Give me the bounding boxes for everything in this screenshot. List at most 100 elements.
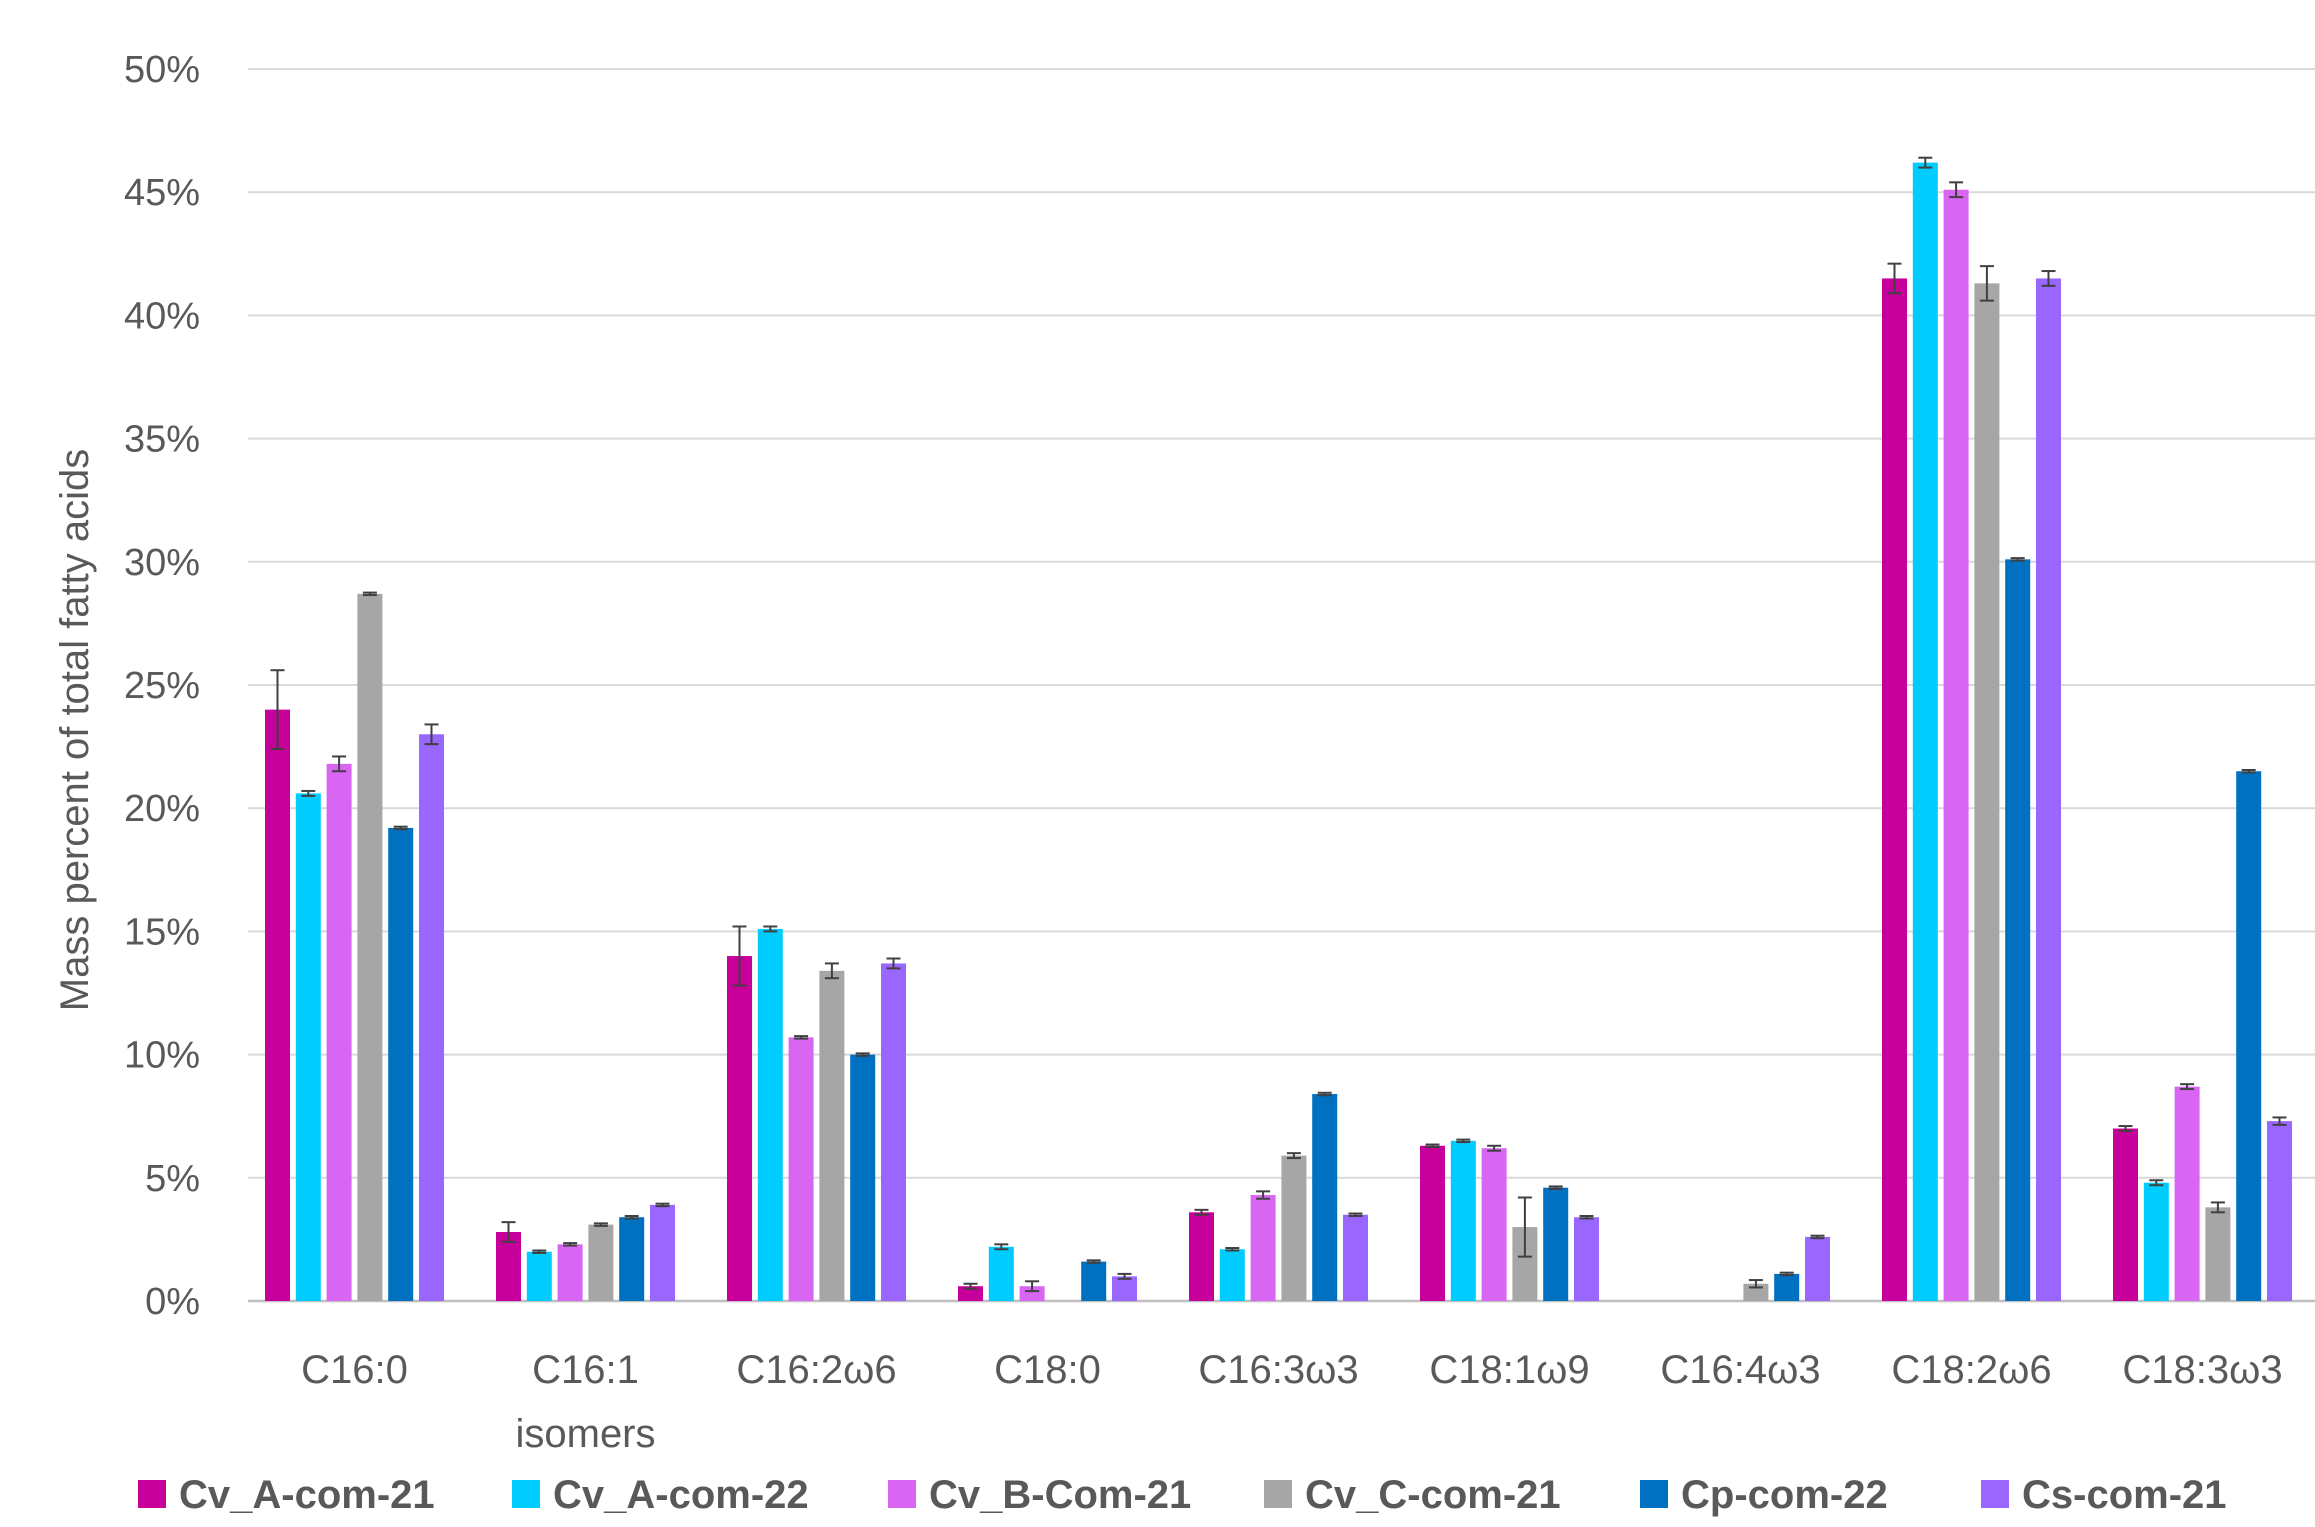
error-bar (1548, 1185, 1563, 1190)
error-bar (501, 1221, 516, 1243)
error-bar (2010, 557, 2025, 562)
category-label: C16:4ω3 (1660, 1348, 1820, 1392)
error-bar (393, 825, 408, 831)
bar-cv-a-com-21 (1882, 278, 1907, 1301)
bar-cv-b-com-21 (1250, 1195, 1276, 1301)
error-bar (2041, 270, 2056, 287)
y-axis-title: Mass percent of total fatty acids (53, 449, 97, 1011)
y-tick-label: 15% (124, 911, 200, 953)
y-tick-labels: 0% 5% 10% 15% 20% 25% 30% 35% 40% 45% 50% (124, 49, 200, 1323)
bar-cv-a-com-21 (1420, 1145, 1445, 1301)
bar-cv-b-com-21 (1943, 189, 1969, 1302)
error-bar (824, 962, 839, 980)
bar-cv-b-com-21 (557, 1244, 583, 1301)
error-bar (1194, 1208, 1209, 1216)
bars (265, 162, 2292, 1302)
bar-cp-com-22 (1081, 1261, 1107, 1301)
bar-cs-com-21 (419, 734, 444, 1301)
error-bar (362, 591, 377, 597)
error-bar (994, 1243, 1009, 1251)
error-bar (855, 1052, 870, 1057)
gridlines (248, 68, 2315, 1303)
bar-cp-com-22 (1774, 1273, 1800, 1301)
legend-swatch (138, 1480, 166, 1508)
bar-cv-a-com-21 (265, 709, 290, 1301)
error-bar (963, 1282, 978, 1290)
error-bar (763, 925, 778, 933)
error-bar (532, 1249, 547, 1254)
error-bar (270, 669, 285, 751)
error-bar (301, 789, 316, 797)
error-bar (886, 957, 901, 970)
y-tick-label: 40% (124, 295, 200, 337)
bar-cs-com-21 (1574, 1217, 1599, 1301)
legend-label: Cv_A-com-22 (553, 1473, 809, 1517)
error-bar (732, 925, 747, 987)
legend-swatch (1640, 1480, 1668, 1508)
error-bar (1286, 1152, 1301, 1160)
category-label: C16:1 (532, 1348, 639, 1392)
legend-item: Cs-com-21 (1981, 1473, 2227, 1517)
bar-cv-a-com-21 (1189, 1212, 1214, 1301)
error-bar (593, 1222, 608, 1227)
bar-cv-c-com-21 (2205, 1207, 2231, 1301)
legend-swatch (1264, 1480, 1292, 1508)
error-bar (624, 1214, 639, 1220)
category-label: C18:2ω6 (1891, 1348, 2051, 1392)
error-bar (1779, 1271, 1794, 1277)
legend-item: Cv_B-Com-21 (888, 1473, 1191, 1517)
legend-label: Cv_B-Com-21 (929, 1473, 1191, 1517)
bar-cv-a-com-21 (958, 1286, 983, 1301)
error-bar (332, 755, 347, 773)
bar-cs-com-21 (2036, 278, 2061, 1301)
error-bar (563, 1242, 578, 1247)
y-tick-label: 45% (124, 172, 200, 214)
error-bar (1425, 1143, 1440, 1148)
bar-cv-a-com-21 (2113, 1128, 2138, 1301)
error-bar (2149, 1179, 2164, 1187)
legend-label: Cv_C-com-21 (1305, 1473, 1561, 1517)
bar-cs-com-21 (650, 1204, 675, 1301)
error-bar (2180, 1083, 2195, 1091)
bar-cv-c-com-21 (588, 1224, 614, 1301)
y-tick-label: 25% (124, 665, 200, 707)
y-tick-label: 50% (124, 49, 200, 91)
bar-cv-a-com-22 (1912, 162, 1938, 1302)
category-labels: C16:0 C16:1 isomers C16:2ω6 C18:0 C16:3ω3 C18:… (301, 1348, 2282, 1456)
category-label: C18:0 (994, 1348, 1101, 1392)
error-bar (655, 1202, 670, 1208)
error-bars (270, 156, 2287, 1293)
bar-cv-c-com-21 (357, 593, 383, 1301)
bar-cv-c-com-21 (1974, 283, 2000, 1301)
bar-cs-com-21 (1343, 1214, 1368, 1301)
legend-swatch (512, 1480, 540, 1508)
bar-cv-a-com-22 (1219, 1249, 1245, 1301)
bar-cv-a-com-21 (727, 956, 752, 1301)
bar-cp-com-22 (1312, 1094, 1338, 1301)
bar-cv-a-com-22 (295, 793, 321, 1301)
error-bar (1117, 1272, 1132, 1280)
legend-label: Cv_A-com-21 (179, 1473, 435, 1517)
bar-cp-com-22 (619, 1217, 645, 1301)
error-bar (2210, 1201, 2225, 1214)
bar-cp-com-22 (1543, 1187, 1569, 1301)
y-tick-label: 20% (124, 788, 200, 830)
bar-cv-a-com-22 (757, 928, 783, 1301)
error-bar (1256, 1190, 1271, 1200)
bar-cv-b-com-21 (1019, 1286, 1045, 1301)
legend-item: Cv_A-com-21 (138, 1473, 435, 1517)
error-bar (794, 1035, 809, 1040)
category-label-line2: isomers (515, 1412, 655, 1456)
error-bar (1810, 1234, 1825, 1240)
error-bar (1887, 262, 1902, 295)
error-bar (2118, 1125, 2133, 1132)
category-label: C16:3ω3 (1198, 1348, 1358, 1392)
error-bar (1517, 1196, 1532, 1258)
category-label: C18:1ω9 (1429, 1348, 1589, 1392)
legend-swatch (888, 1480, 916, 1508)
y-tick-label: 35% (124, 419, 200, 461)
error-bar (1025, 1280, 1040, 1293)
bar-cp-com-22 (388, 827, 414, 1301)
legend-label: Cp-com-22 (1681, 1473, 1888, 1517)
